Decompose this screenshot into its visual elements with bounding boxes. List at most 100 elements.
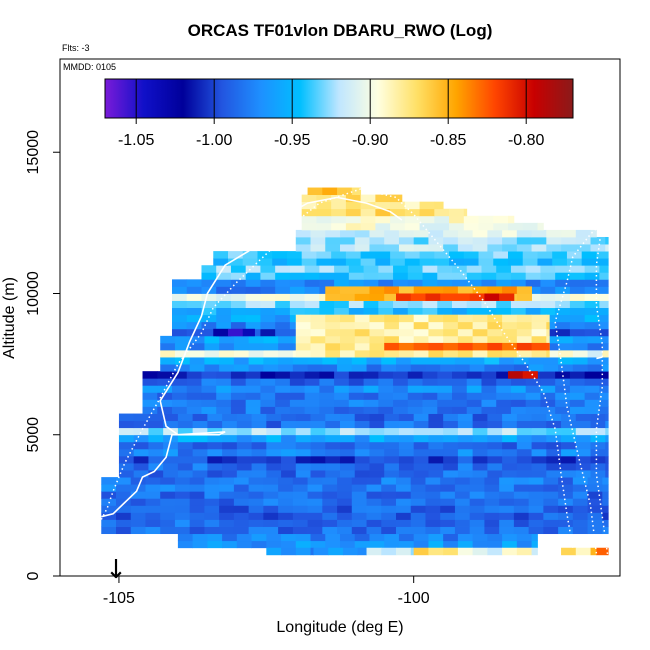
heatmap-cell xyxy=(384,427,400,436)
heatmap-cell xyxy=(230,300,247,309)
heatmap-cell xyxy=(384,342,400,351)
heatmap-cell xyxy=(510,392,527,400)
heatmap-cell xyxy=(307,477,323,485)
heatmap-cell xyxy=(116,519,132,527)
heatmap-cell xyxy=(466,371,482,379)
heatmap-cell xyxy=(245,286,261,294)
heatmap-cell xyxy=(345,201,362,210)
heatmap-cell xyxy=(275,321,291,330)
heatmap-cell xyxy=(375,258,391,266)
heatmap-cell xyxy=(381,484,397,492)
heatmap-cell xyxy=(481,371,497,379)
heatmap-cell xyxy=(160,335,176,344)
colorbar-ticks: -1.05 -1.00 -0.95 -0.90 -0.85 -0.80 xyxy=(118,79,545,149)
heatmap-cell xyxy=(502,540,518,549)
heatmap-cell xyxy=(189,491,205,499)
heatmap-cell xyxy=(584,272,600,280)
heatmap-cell xyxy=(584,328,600,337)
heatmap-cell xyxy=(407,265,423,273)
heatmap-cell xyxy=(304,279,320,287)
heatmap-cell xyxy=(216,321,232,330)
heatmap-cell xyxy=(443,349,459,358)
heatmap-cell xyxy=(207,434,223,443)
heatmap-cell xyxy=(172,399,188,407)
heatmap-cell xyxy=(413,349,429,358)
heatmap-cell xyxy=(457,455,474,464)
heatmap-cell xyxy=(572,498,588,506)
heatmap-cell xyxy=(484,519,500,527)
heatmap-cell xyxy=(245,307,261,316)
heatmap-cell xyxy=(207,441,223,450)
heatmap-cell xyxy=(466,307,482,316)
heatmap-cell xyxy=(437,300,453,309)
heatmap-cell xyxy=(172,314,188,323)
heatmap-cell xyxy=(443,286,459,294)
heatmap-cell xyxy=(528,484,544,492)
heatmap-cell xyxy=(213,258,229,266)
heatmap-cell xyxy=(440,293,456,301)
heatmap-cell xyxy=(602,349,609,358)
heatmap-cell xyxy=(301,208,317,217)
heatmap-cell xyxy=(177,470,194,478)
heatmap-cell xyxy=(457,547,474,556)
heatmap-cell xyxy=(172,378,188,386)
heatmap-cell xyxy=(531,455,547,464)
heatmap-cell xyxy=(101,519,117,527)
heatmap-cell xyxy=(133,420,149,429)
heatmap-cell xyxy=(192,533,208,542)
heatmap-cell xyxy=(381,512,397,520)
heatmap-cells xyxy=(101,187,609,556)
heatmap-cell xyxy=(363,272,379,280)
flights-label: Flts: -3 xyxy=(62,43,90,53)
heatmap-cell xyxy=(452,265,468,273)
heatmap-cell xyxy=(528,477,544,485)
heatmap-cell xyxy=(319,399,335,407)
heatmap-cell xyxy=(602,519,609,527)
heatmap-cell xyxy=(334,300,350,309)
heatmap-cell xyxy=(116,484,132,492)
heatmap-cell xyxy=(425,364,441,372)
heatmap-cell xyxy=(584,321,600,330)
heatmap-cell xyxy=(133,470,149,478)
heatmap-cell xyxy=(513,484,530,492)
heatmap-cell xyxy=(230,286,247,294)
heatmap-cell xyxy=(348,300,364,309)
heatmap-cell xyxy=(222,455,238,464)
heatmap-cell xyxy=(484,364,500,372)
heatmap-cell xyxy=(508,251,524,259)
heatmap-cell xyxy=(363,300,379,309)
heatmap-cell xyxy=(295,335,311,344)
heatmap-cell xyxy=(222,441,238,450)
heatmap-cell xyxy=(443,229,459,238)
heatmap-cell xyxy=(558,519,574,527)
heatmap-cell xyxy=(434,215,450,224)
heatmap-cell xyxy=(528,357,544,365)
heatmap-cell xyxy=(457,420,474,429)
heatmap-cell xyxy=(245,265,261,273)
heatmap-cell xyxy=(390,208,406,217)
heatmap-cell xyxy=(599,371,609,379)
heatmap-cell xyxy=(177,448,194,457)
heatmap-cell xyxy=(236,455,252,464)
heatmap-cell xyxy=(558,491,574,499)
heatmap-cell xyxy=(531,244,547,252)
heatmap-cell xyxy=(281,420,297,429)
heatmap-cell xyxy=(437,392,453,400)
heatmap-cell xyxy=(487,448,503,457)
heatmap-cell xyxy=(331,201,347,210)
heatmap-cell xyxy=(398,413,415,422)
heatmap-cell xyxy=(452,378,468,386)
heatmap-cell xyxy=(160,526,176,535)
heatmap-cell xyxy=(289,272,306,280)
heatmap-cell xyxy=(222,413,238,422)
heatmap-cell xyxy=(304,307,320,316)
heatmap-cell xyxy=(337,505,353,513)
heatmap-cell xyxy=(219,491,235,499)
heatmap-cell xyxy=(513,519,530,527)
heatmap-cell xyxy=(216,272,232,280)
heatmap-cell xyxy=(160,512,176,520)
heatmap-cell xyxy=(266,427,282,436)
heatmap-cell xyxy=(189,364,205,372)
heatmap-cell xyxy=(516,342,532,351)
heatmap-cell xyxy=(304,385,320,393)
